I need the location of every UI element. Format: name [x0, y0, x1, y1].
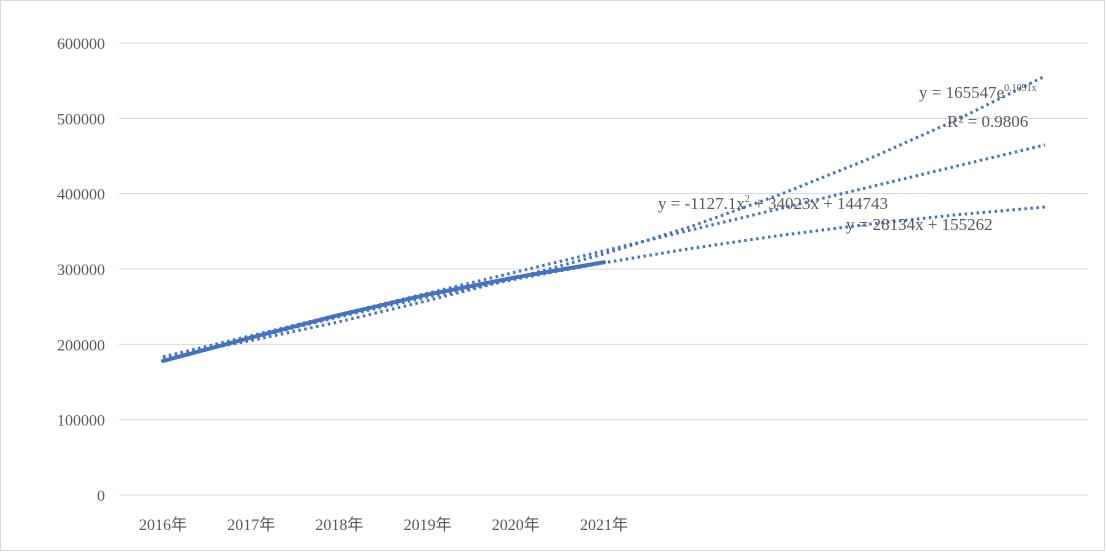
exp-equation-label: y = 165547e0.1091x: [919, 83, 1037, 102]
x-tick-label: 2018年: [315, 516, 363, 534]
x-tick-label: 2019年: [404, 516, 452, 534]
y-axis-ticks: 0 100000 200000 300000 400000 500000 600000: [57, 36, 105, 505]
exp-r2-label: R² = 0.9806: [947, 112, 1028, 131]
y-tick-label: 200000: [57, 337, 105, 354]
y-tick-label: 100000: [57, 413, 105, 430]
y-tick-label: 0: [97, 488, 105, 505]
y-tick-label: 500000: [57, 111, 105, 128]
gridlines: [119, 43, 1088, 495]
linear-equation-label: y = 28134x + 155262: [846, 215, 993, 234]
x-tick-label: 2020年: [492, 516, 540, 534]
x-tick-label: 2021年: [580, 516, 628, 534]
poly-equation-label: y = -1127.1x2 + 34023x + 144743: [658, 194, 888, 213]
y-tick-label: 600000: [57, 36, 105, 53]
x-tick-label: 2016年: [139, 516, 187, 534]
y-tick-label: 300000: [57, 262, 105, 279]
x-tick-label: 2017年: [227, 516, 275, 534]
x-axis-ticks: 2016年 2017年 2018年 2019年 2020年 2021年: [139, 516, 628, 534]
y-tick-label: 400000: [57, 187, 105, 204]
